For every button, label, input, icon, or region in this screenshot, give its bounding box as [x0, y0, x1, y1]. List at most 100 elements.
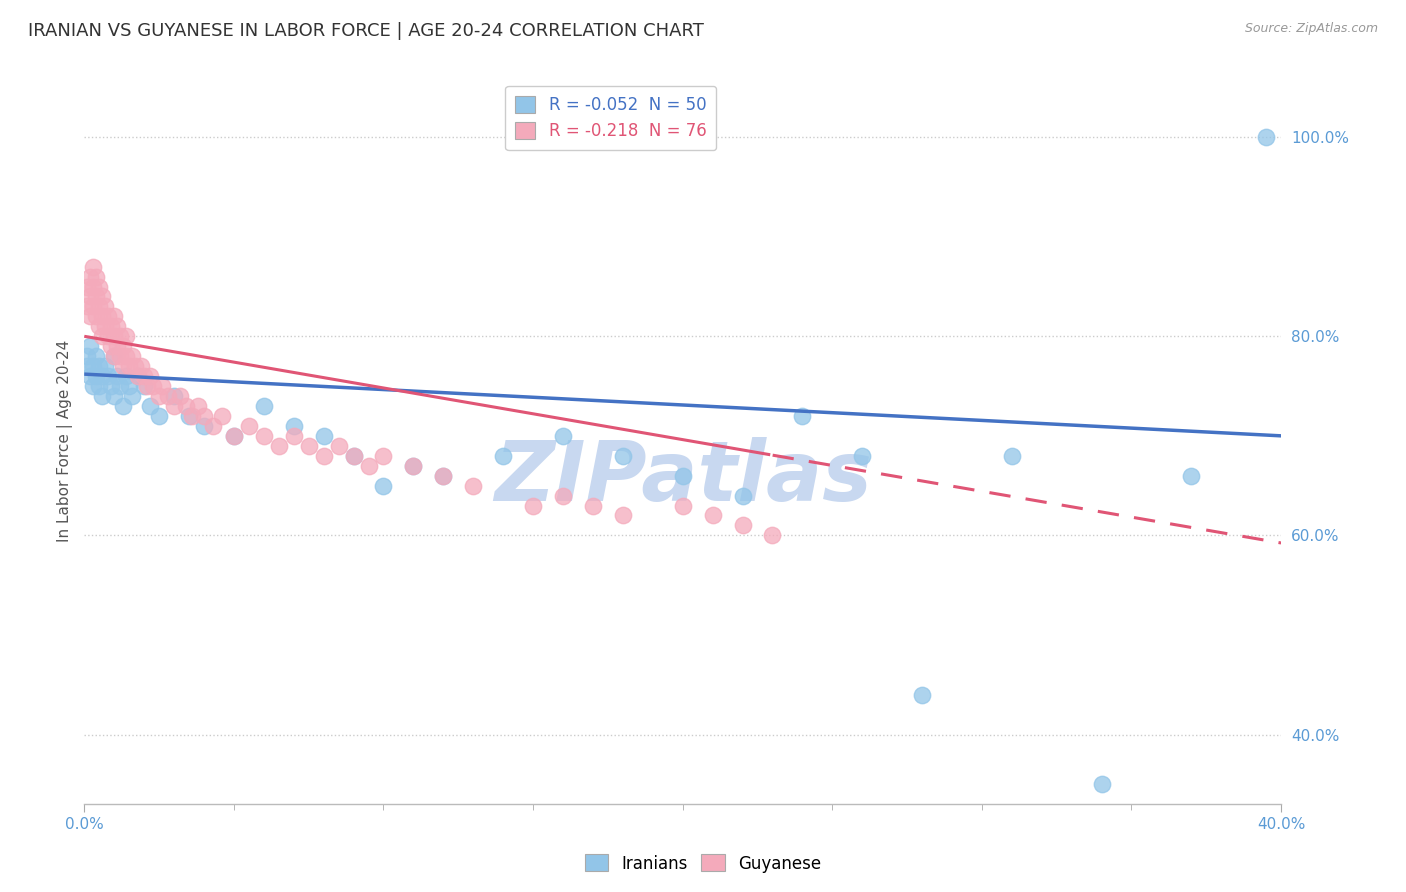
Point [97, 310, 120, 324]
Point [115, 369, 138, 384]
Point [1180, 468, 1202, 483]
Point [731, 518, 754, 533]
Point [174, 399, 197, 413]
Point [105, 319, 128, 334]
Point [181, 409, 204, 423]
Point [551, 429, 574, 443]
Point [672, 499, 695, 513]
Point [91, 289, 114, 303]
Point [97, 369, 120, 384]
Point [222, 429, 245, 443]
Point [402, 458, 425, 473]
Point [169, 389, 191, 403]
Point [150, 379, 173, 393]
Point [89, 319, 111, 334]
Point [79, 339, 101, 353]
Point [94, 300, 117, 314]
Point [100, 379, 122, 393]
Point [103, 310, 125, 324]
Point [124, 359, 146, 373]
Point [1256, 130, 1278, 145]
Text: ZIPatlas: ZIPatlas [494, 437, 872, 517]
Point [373, 478, 395, 492]
Legend: Iranians, Guyanese: Iranians, Guyanese [578, 847, 828, 880]
Point [129, 359, 152, 373]
Point [103, 329, 125, 343]
Point [851, 449, 873, 463]
Point [522, 499, 544, 513]
Point [89, 359, 111, 373]
Point [76, 279, 98, 293]
Point [112, 399, 135, 413]
Point [283, 429, 305, 443]
Point [177, 409, 200, 423]
Point [201, 418, 224, 433]
Point [115, 349, 138, 363]
Point [187, 399, 209, 413]
Point [267, 439, 290, 453]
Point [127, 369, 149, 384]
Point [582, 499, 605, 513]
Point [94, 319, 117, 334]
Point [211, 409, 233, 423]
Point [298, 439, 321, 453]
Text: Source: ZipAtlas.com: Source: ZipAtlas.com [1244, 22, 1378, 36]
Point [84, 369, 107, 384]
Point [148, 389, 170, 403]
Point [79, 269, 101, 284]
Point [193, 418, 215, 433]
Point [76, 349, 98, 363]
Point [82, 359, 104, 373]
Point [157, 389, 180, 403]
Point [91, 329, 114, 343]
Point [108, 349, 131, 363]
Point [118, 379, 141, 393]
Point [89, 279, 111, 293]
Point [328, 439, 350, 453]
Point [121, 389, 143, 403]
Point [342, 449, 364, 463]
Point [84, 269, 107, 284]
Point [105, 369, 128, 384]
Point [112, 339, 135, 353]
Point [432, 468, 454, 483]
Point [103, 389, 125, 403]
Point [139, 369, 162, 384]
Point [108, 379, 131, 393]
Point [911, 688, 934, 702]
Point [792, 409, 814, 423]
Point [82, 279, 104, 293]
Point [134, 369, 156, 384]
Point [702, 508, 724, 523]
Point [127, 369, 149, 384]
Point [112, 359, 135, 373]
Point [91, 310, 114, 324]
Point [373, 449, 395, 463]
Point [163, 399, 186, 413]
Point [402, 458, 425, 473]
Point [105, 339, 128, 353]
Point [163, 389, 186, 403]
Point [79, 369, 101, 384]
Point [432, 468, 454, 483]
Point [103, 349, 125, 363]
Point [100, 339, 122, 353]
Point [253, 429, 276, 443]
Point [253, 399, 276, 413]
Y-axis label: In Labor Force | Age 20-24: In Labor Force | Age 20-24 [58, 340, 73, 542]
Point [84, 289, 107, 303]
Point [94, 359, 117, 373]
Point [238, 418, 260, 433]
Point [84, 310, 107, 324]
Point [89, 379, 111, 393]
Point [492, 449, 515, 463]
Point [139, 399, 162, 413]
Point [84, 349, 107, 363]
Legend: R = -0.052  N = 50, R = -0.218  N = 76: R = -0.052 N = 50, R = -0.218 N = 76 [505, 86, 717, 151]
Point [283, 418, 305, 433]
Point [100, 319, 122, 334]
Point [761, 528, 783, 542]
Point [79, 289, 101, 303]
Point [108, 329, 131, 343]
Point [142, 379, 165, 393]
